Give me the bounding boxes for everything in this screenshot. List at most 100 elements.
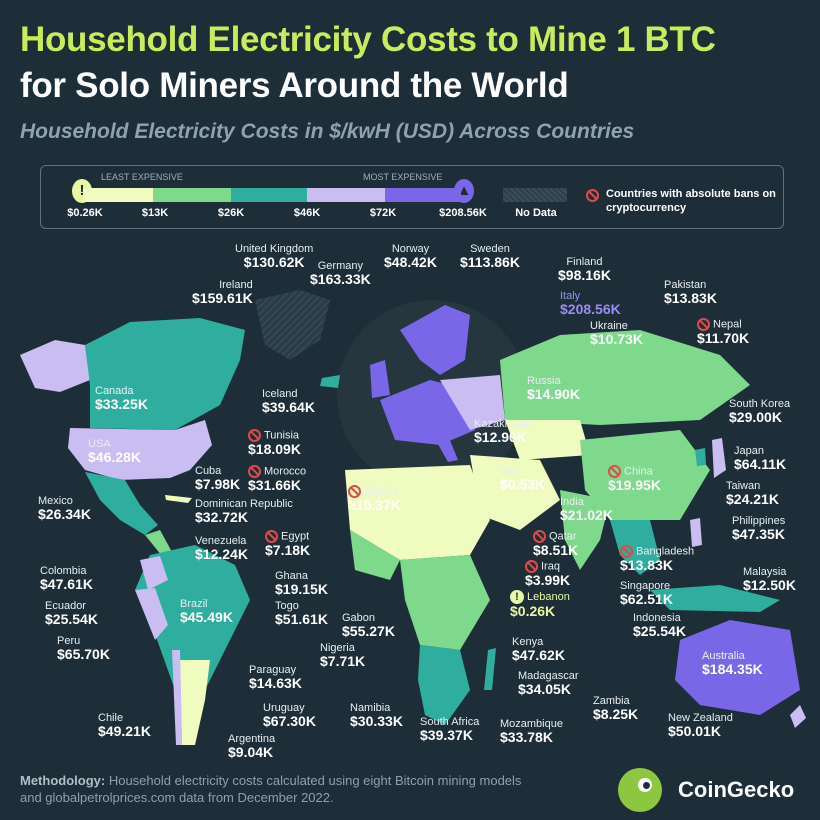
legend-swatch-3	[231, 188, 307, 202]
label-madagascar: Madagascar $34.05K	[518, 670, 579, 698]
north-africa-shape	[345, 465, 490, 560]
label-philippines: Philippines $47.35K	[732, 515, 786, 543]
iceland-shape	[320, 375, 340, 388]
uk-shape	[370, 360, 390, 398]
ban-icon	[533, 530, 546, 543]
label-mexico: Mexico $26.34K	[38, 495, 91, 523]
label-argentina: Argentina $9.04K	[228, 733, 276, 761]
methodology-note: Methodology: Household electricity costs…	[20, 773, 522, 805]
label-sweden: Sweden $113.86K	[460, 243, 520, 271]
italy-shape	[430, 428, 458, 462]
label-brazil: Brazil $45.49K	[180, 598, 233, 626]
label-china: China $19.95K	[608, 465, 661, 493]
label-finland: Finland $98.16K	[558, 256, 611, 284]
chile-shape	[172, 650, 182, 745]
label-venezuela: Venezuela $12.24K	[195, 535, 248, 563]
west-africa-shape	[350, 530, 400, 580]
label-qatar: Qatar $8.51K	[533, 530, 579, 558]
label-lebanon: ! Lebanon $0.26K	[510, 590, 570, 619]
label-iraq: Iraq $3.99K	[525, 560, 571, 588]
ban-icon	[248, 465, 261, 478]
legend-threshold-3: $26K	[217, 207, 245, 219]
ban-icon	[348, 485, 361, 498]
label-algeria: Algeria $10.37K	[348, 485, 401, 513]
label-zambia: Zambia $8.25K	[593, 695, 639, 723]
label-kenya: Kenya $47.62K	[512, 636, 565, 664]
indonesia-shape	[650, 585, 780, 612]
canada-shape	[85, 318, 245, 430]
label-iran: Iran $0.53K	[500, 465, 546, 493]
australia-shape	[675, 620, 800, 715]
legend: ! LEAST EXPENSIVE MOST EXPENSIVE ▲ $0.26…	[40, 165, 784, 229]
ban-icon	[248, 429, 261, 442]
ban-icon	[525, 560, 538, 573]
label-united-kingdom: United Kingdom $130.62K	[235, 243, 314, 271]
label-nepal: Nepal $11.70K	[697, 318, 750, 346]
label-namibia: Namibia $30.33K	[350, 702, 403, 730]
label-dominican-republic: Dominican Republic $32.72K	[195, 498, 293, 526]
label-canada: Canada $33.25K	[95, 385, 148, 413]
lightbulb-icon: !	[510, 590, 524, 604]
central-africa-shape	[400, 555, 490, 650]
central-america-shape	[145, 530, 172, 556]
label-australia: Australia $184.35K	[702, 650, 763, 678]
label-ghana: Ghana $19.15K	[275, 570, 328, 598]
japan-shape	[712, 438, 726, 478]
label-nigeria: Nigeria $7.71K	[320, 642, 366, 670]
legend-no-data-label: No Data	[515, 207, 557, 219]
kazakhstan-shape	[505, 420, 590, 460]
greenland-shape	[255, 290, 330, 360]
ban-icon	[608, 465, 621, 478]
label-italy: Italy $208.56K	[560, 290, 621, 318]
legend-threshold-5: $72K	[369, 207, 397, 219]
legend-swatch-1	[83, 188, 153, 202]
label-uruguay: Uruguay $67.30K	[263, 702, 316, 730]
ban-icon	[620, 545, 633, 558]
label-taiwan: Taiwan $24.21K	[726, 480, 779, 508]
label-tunisia: Tunisia $18.09K	[248, 429, 301, 457]
legend-swatch-2	[153, 188, 231, 202]
label-south-africa: South Africa $39.37K	[420, 716, 480, 744]
label-indonesia: Indonesia $25.54K	[633, 612, 686, 640]
southern-africa-shape	[418, 645, 470, 725]
legend-least-label: LEAST EXPENSIVE	[101, 172, 183, 182]
label-japan: Japan $64.11K	[734, 445, 787, 473]
ban-icon	[697, 318, 710, 331]
label-paraguay: Paraguay $14.63K	[249, 664, 302, 692]
eastern-europe-shape	[440, 375, 505, 430]
label-ireland: Ireland $159.61K	[192, 279, 253, 307]
label-morocco: Morocco $31.66K	[248, 465, 307, 493]
coingecko-logo: CoinGecko	[618, 768, 798, 812]
china-shape	[580, 430, 710, 520]
label-pakistan: Pakistan $13.83K	[664, 279, 717, 307]
label-ukraine: Ukraine $10.73K	[590, 320, 643, 348]
label-norway: Norway $48.42K	[384, 243, 437, 271]
legend-threshold-1: $0.26K	[67, 207, 103, 219]
legend-ban-note: Countries with absolute bans on cryptocu…	[586, 187, 781, 215]
label-gabon: Gabon $55.27K	[342, 612, 395, 640]
mexico-shape	[85, 472, 158, 535]
legend-threshold-6: $208.56K	[439, 207, 487, 219]
scandinavia-shape	[400, 305, 470, 375]
alaska-shape	[20, 340, 90, 392]
cuba-shape	[165, 495, 192, 503]
ban-icon	[586, 188, 599, 202]
label-malaysia: Malaysia $12.50K	[743, 566, 796, 594]
label-singapore: Singapore $62.51K	[620, 580, 673, 608]
label-cuba: Cuba $7.98K	[195, 465, 241, 493]
world-map	[20, 290, 806, 745]
legend-swatch-4	[307, 188, 385, 202]
label-usa: USA $46.28K	[88, 438, 141, 466]
india-shape	[560, 490, 610, 570]
label-russia: Russia $14.90K	[527, 375, 580, 403]
label-egypt: Egypt $7.18K	[265, 530, 311, 558]
peru-shape	[135, 588, 168, 640]
label-new-zealand: New Zealand $50.01K	[668, 712, 733, 740]
philippines-shape	[690, 518, 702, 547]
label-colombia: Colombia $47.61K	[40, 565, 93, 593]
label-ecuador: Ecuador $25.54K	[45, 600, 98, 628]
legend-swatch-5	[385, 188, 461, 202]
middle-east-shape	[470, 455, 560, 530]
legend-threshold-4: $46K	[293, 207, 321, 219]
label-kazakhstan: Kazakhstan $12.90K	[474, 418, 532, 446]
